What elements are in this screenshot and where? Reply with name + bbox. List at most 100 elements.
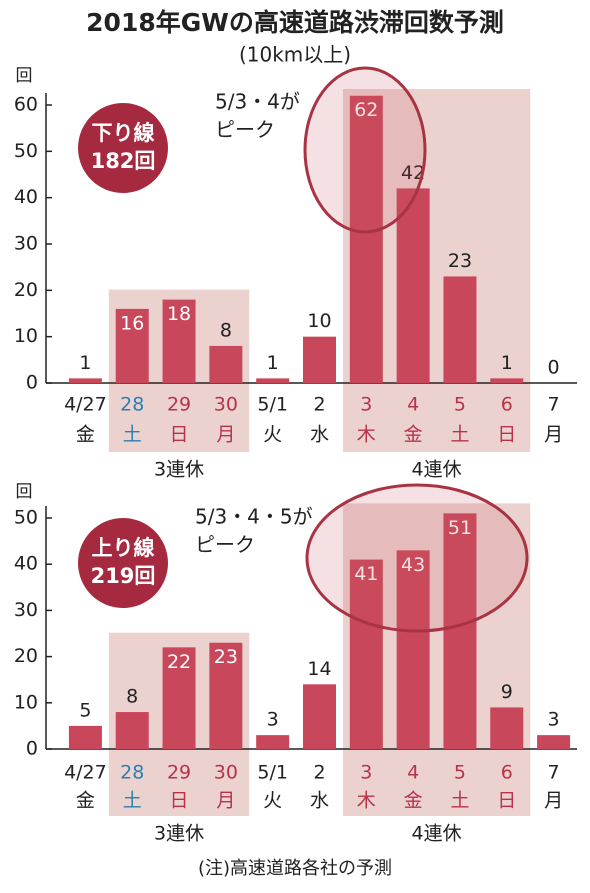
x-tick-label: 28 xyxy=(120,394,144,416)
badge xyxy=(78,103,168,193)
bar xyxy=(162,647,196,749)
weekday-label: 土 xyxy=(450,790,469,812)
x-tick-label: 6 xyxy=(501,762,513,784)
y-tick-label: 40 xyxy=(14,186,38,208)
weekday-label: 日 xyxy=(170,424,189,446)
bar xyxy=(68,378,102,383)
y-tick-label: 0 xyxy=(26,738,38,760)
weekday-label: 火 xyxy=(263,790,282,812)
badge-text: 下り線 xyxy=(92,121,155,145)
badge-text: 219回 xyxy=(91,564,156,588)
y-tick-label: 30 xyxy=(14,599,38,621)
value-label: 3 xyxy=(548,709,560,731)
bar xyxy=(443,276,477,383)
x-tick-label: 6 xyxy=(501,394,513,416)
bar xyxy=(303,684,336,749)
x-tick-label: 4/27 xyxy=(64,762,107,784)
y-tick-label: 50 xyxy=(14,507,38,529)
x-tick-label: 2 xyxy=(313,762,325,784)
x-tick-label: 5/1 xyxy=(257,762,288,784)
y-tick-label: 20 xyxy=(14,645,38,667)
value-label: 3 xyxy=(267,709,279,731)
value-label: 1 xyxy=(267,352,279,374)
value-label: 9 xyxy=(501,681,513,703)
value-label: 0 xyxy=(548,357,560,379)
bar xyxy=(303,336,336,383)
weekday-label: 月 xyxy=(544,790,563,812)
weekday-label: 月 xyxy=(216,790,235,812)
value-label: 43 xyxy=(401,554,425,576)
peak-highlight xyxy=(303,66,427,234)
weekday-label: 木 xyxy=(357,424,376,446)
bar xyxy=(256,735,290,749)
weekday-label: 木 xyxy=(357,790,376,812)
x-tick-label: 5 xyxy=(454,394,466,416)
x-tick-label: 5 xyxy=(454,762,466,784)
weekday-label: 金 xyxy=(404,790,423,812)
subtitle: (10km以上) xyxy=(239,43,351,67)
bar xyxy=(537,735,571,749)
group-label: 4連休 xyxy=(411,823,461,845)
y-tick-label: 40 xyxy=(14,553,38,575)
bar xyxy=(115,308,149,383)
bar xyxy=(443,513,477,749)
weekday-label: 土 xyxy=(450,424,469,446)
value-label: 23 xyxy=(214,646,238,668)
value-label: 10 xyxy=(307,310,331,332)
value-label: 5 xyxy=(79,699,91,721)
y-tick-label: 30 xyxy=(14,233,38,255)
y-unit: 回 xyxy=(16,482,33,502)
x-tick-label: 28 xyxy=(120,762,144,784)
bar xyxy=(349,95,383,383)
value-label: 22 xyxy=(167,651,191,673)
weekday-label: 日 xyxy=(497,790,516,812)
weekday-label: 日 xyxy=(170,790,189,812)
x-tick-label: 30 xyxy=(214,762,238,784)
bar xyxy=(209,345,243,383)
weekday-label: 金 xyxy=(76,424,95,446)
bar xyxy=(68,725,102,749)
x-tick-label: 30 xyxy=(214,394,238,416)
x-tick-label: 4 xyxy=(407,762,419,784)
value-label: 18 xyxy=(167,303,191,325)
y-tick-label: 10 xyxy=(14,325,38,347)
badge-text: 182回 xyxy=(91,149,156,173)
y-tick-label: 20 xyxy=(14,279,38,301)
annotation: 5/3・4・5が xyxy=(195,505,313,529)
weekday-label: 月 xyxy=(216,424,235,446)
bar xyxy=(209,642,243,749)
y-tick-label: 50 xyxy=(14,140,38,162)
x-tick-label: 2 xyxy=(313,394,325,416)
badge-text: 上り線 xyxy=(92,536,155,560)
weekday-label: 日 xyxy=(497,424,516,446)
x-tick-label: 7 xyxy=(548,394,560,416)
x-tick-label: 29 xyxy=(167,762,191,784)
title: 2018年GWの高速道路渋滞回数予測 xyxy=(86,8,504,37)
value-label: 1 xyxy=(79,352,91,374)
x-tick-label: 4/27 xyxy=(64,394,107,416)
annotation: 5/3・4が xyxy=(215,90,300,114)
bar xyxy=(490,378,524,383)
weekday-label: 月 xyxy=(544,424,563,446)
weekday-label: 水 xyxy=(310,790,329,812)
bar xyxy=(349,559,383,749)
weekday-label: 水 xyxy=(310,424,329,446)
x-tick-label: 4 xyxy=(407,394,419,416)
bar xyxy=(396,550,430,749)
weekday-label: 火 xyxy=(263,424,282,446)
annotation: ピーク xyxy=(215,118,275,142)
badge xyxy=(78,518,168,608)
peak-highlight xyxy=(305,483,529,633)
y-tick-label: 60 xyxy=(14,94,38,116)
value-label: 42 xyxy=(401,162,425,184)
annotation: ピーク xyxy=(195,533,255,557)
weekday-label: 金 xyxy=(404,424,423,446)
value-label: 1 xyxy=(501,352,513,374)
x-tick-label: 7 xyxy=(548,762,560,784)
value-label: 16 xyxy=(120,312,144,334)
group-label: 3連休 xyxy=(154,823,204,845)
value-label: 23 xyxy=(448,250,472,272)
bar xyxy=(162,299,196,383)
value-label: 8 xyxy=(126,686,138,708)
